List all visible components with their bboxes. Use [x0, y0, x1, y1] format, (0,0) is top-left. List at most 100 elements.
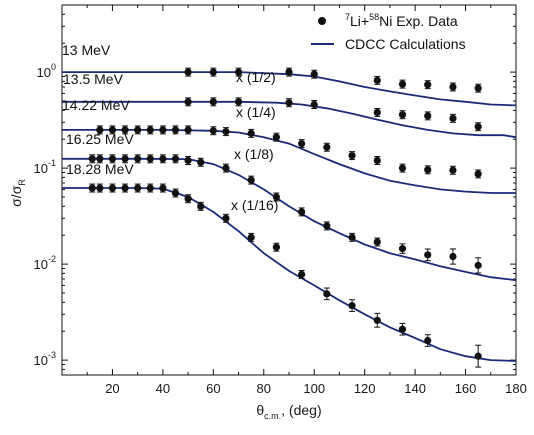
cdcc-curve — [62, 129, 516, 194]
data-point — [197, 158, 205, 166]
data-point — [184, 195, 192, 203]
scale-factor-label: x (1/2) — [236, 69, 276, 85]
legend-entry: CDCC Calculations — [345, 36, 466, 52]
x-tick-label: 80 — [257, 381, 271, 396]
legend-entry: 7Li+58Ni Exp. Data — [345, 12, 458, 29]
data-point — [88, 155, 96, 163]
data-point — [159, 126, 167, 134]
data-point — [197, 202, 205, 210]
data-point — [323, 290, 331, 298]
data-point — [159, 184, 167, 192]
energy-label: 14.22 MeV — [62, 97, 130, 113]
data-point — [134, 126, 142, 134]
data-point — [449, 166, 457, 174]
data-point — [247, 176, 255, 184]
data-point — [184, 126, 192, 134]
data-point — [298, 208, 306, 216]
legend-text-part: Li+ — [350, 13, 369, 29]
data-point — [424, 166, 432, 174]
data-point — [108, 184, 117, 192]
y-tick-base: 10 — [34, 257, 48, 272]
legend-text-part: CDCC Calculations — [345, 36, 466, 52]
data-point — [424, 336, 432, 345]
scale-factor-label: x (1/16) — [231, 197, 278, 213]
x-tick-label: 100 — [303, 381, 325, 396]
data-point — [474, 84, 482, 92]
data-point — [398, 111, 407, 119]
data-point — [474, 352, 482, 360]
data-point — [222, 164, 230, 172]
data-point — [209, 127, 217, 135]
data-point — [373, 316, 381, 324]
y-tick-base: 10 — [34, 161, 48, 176]
data-point — [272, 243, 280, 251]
y-tick-label: 10-3 — [34, 350, 56, 368]
x-tick-label: 180 — [505, 381, 527, 396]
data-point — [424, 112, 432, 120]
x-axis-label-suffix: , (deg) — [281, 402, 321, 418]
data-point — [348, 301, 356, 310]
cdcc-curve — [62, 100, 517, 139]
data-point — [146, 155, 154, 163]
curve-annotations: 13 MeV 13.5 MeV x (1/2) 14.22 MeV x (1/4) 16.… — [62, 42, 278, 213]
data-point — [449, 114, 457, 122]
data-point — [171, 126, 180, 134]
data-point — [310, 100, 318, 109]
x-axis-label-main: θ — [256, 402, 264, 418]
energy-label: 16.25 MeV — [66, 131, 134, 147]
data-point — [159, 155, 167, 163]
y-tick-exponent: -2 — [48, 254, 56, 264]
legend-text-part: Ni Exp. Data — [379, 13, 458, 29]
y-axis-label-sub: R — [17, 179, 27, 186]
data-point — [222, 214, 230, 222]
x-tick-label: 20 — [105, 381, 119, 396]
cdcc-curve — [62, 157, 517, 282]
legend-marker — [318, 17, 326, 25]
data-point — [108, 126, 117, 134]
x-tick-label: 120 — [354, 381, 376, 396]
data-point — [184, 156, 192, 165]
data-point — [348, 233, 356, 241]
x-tick-label: 160 — [455, 381, 477, 396]
experimental-data-points — [88, 67, 482, 368]
energy-label: 13 MeV — [62, 42, 111, 58]
data-point — [373, 76, 381, 84]
data-point — [184, 68, 192, 76]
cdcc-curve — [62, 187, 517, 362]
data-point — [474, 123, 482, 131]
data-point — [146, 126, 154, 134]
data-point — [474, 261, 482, 269]
data-point — [424, 251, 432, 259]
data-point — [171, 155, 180, 163]
energy-label: 13.5 MeV — [63, 71, 124, 87]
data-point — [424, 81, 432, 89]
data-point — [108, 155, 117, 163]
x-axis-label: θc.m., (deg) — [256, 402, 321, 421]
y-tick-label: 10-1 — [34, 158, 56, 176]
y-tick-exponent: 0 — [51, 62, 56, 72]
data-point — [121, 184, 129, 192]
data-point — [146, 184, 154, 192]
data-point — [209, 98, 217, 106]
data-point — [171, 189, 180, 197]
data-point — [285, 99, 293, 107]
data-point — [234, 68, 243, 76]
data-point — [272, 133, 280, 141]
data-point — [209, 68, 217, 76]
data-point — [96, 126, 104, 134]
data-point — [474, 170, 482, 178]
data-point — [234, 98, 243, 106]
data-point — [373, 238, 381, 246]
data-point — [398, 325, 407, 333]
data-point — [134, 155, 142, 163]
scale-factor-label: x (1/4) — [236, 104, 276, 120]
x-axis-label-sub: c.m. — [264, 411, 281, 421]
data-point — [398, 245, 407, 253]
x-tick-label: 140 — [404, 381, 426, 396]
data-point — [298, 270, 306, 279]
data-point — [96, 155, 104, 163]
scale-factor-label: x (1/8) — [234, 146, 274, 162]
data-point — [348, 152, 356, 160]
